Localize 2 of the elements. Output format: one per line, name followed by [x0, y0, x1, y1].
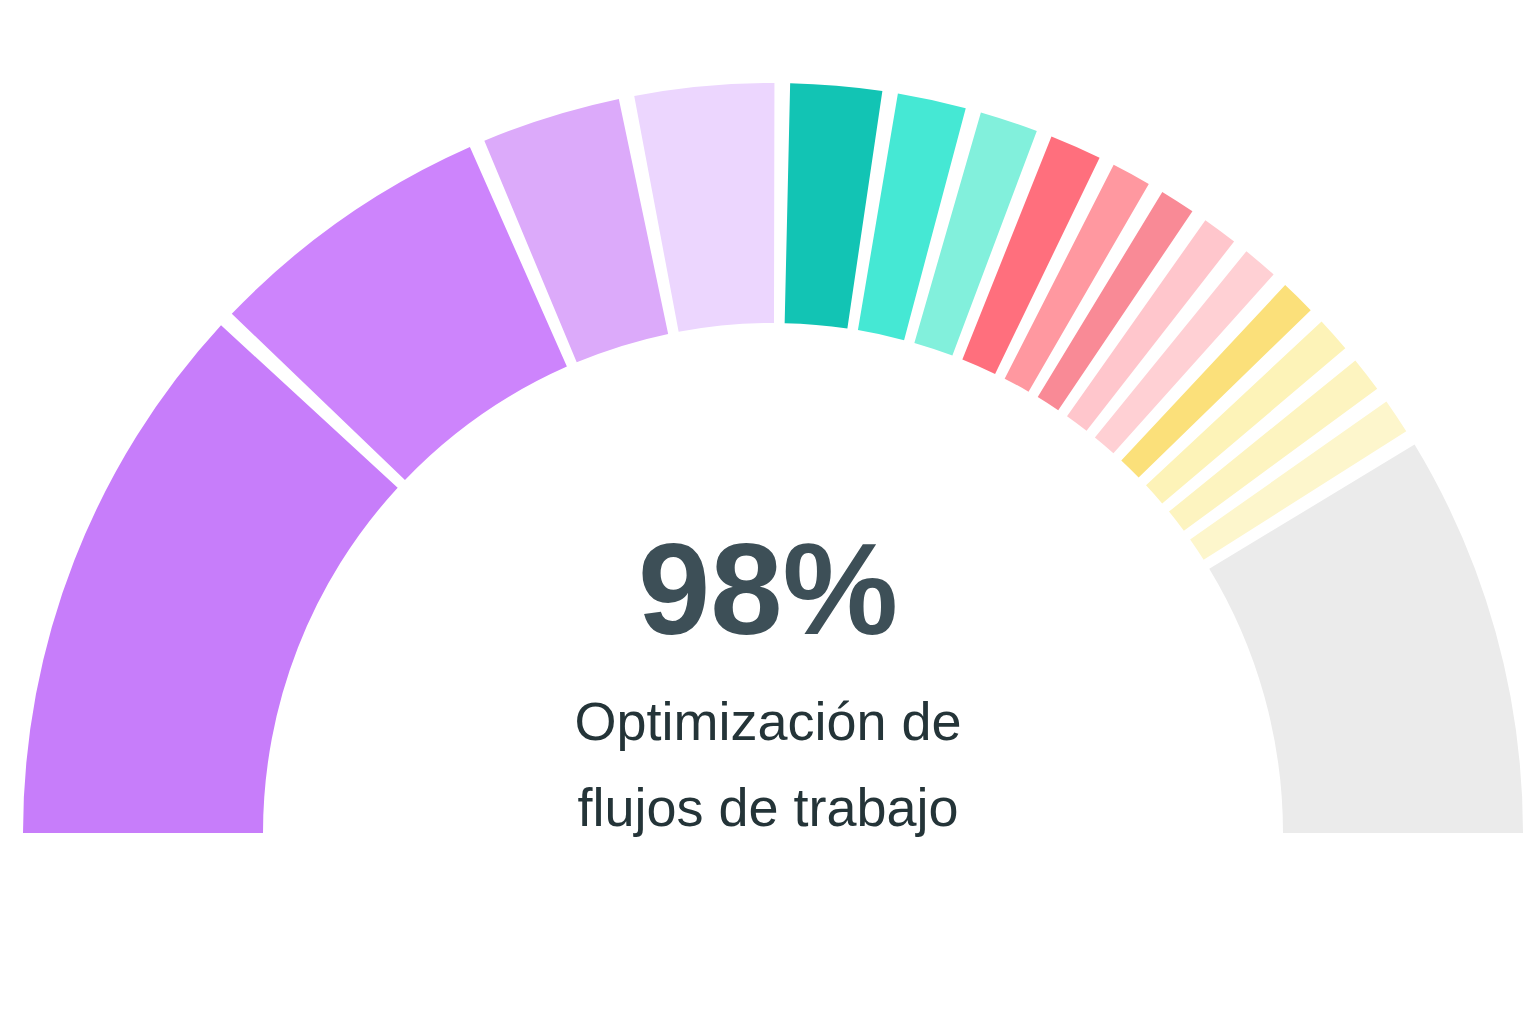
text: Optimización de flujos de trabajo — [573, 690, 963, 840]
text: 98% — [636, 516, 900, 662]
